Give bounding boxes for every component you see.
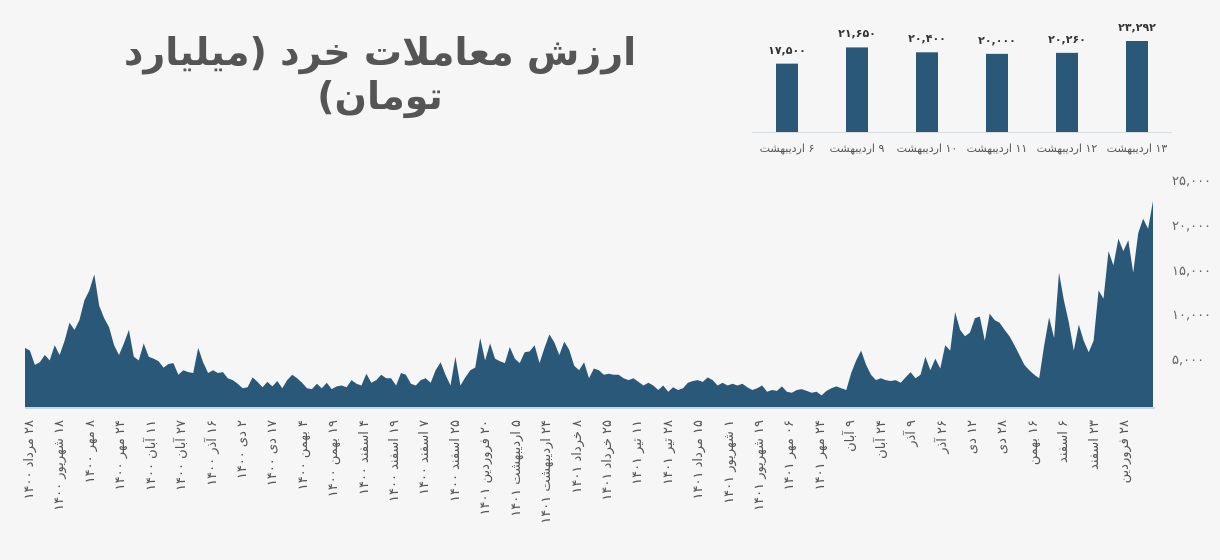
- x-tick-label: ۲۸ فروردین: [1117, 420, 1132, 484]
- x-tick-label: ۲۷ آبان ۱۴۰۰: [174, 420, 190, 491]
- x-tick-label: ۲۸ دی: [995, 420, 1011, 455]
- x-tick-label: ۲۵ اسفند ۱۴۰۰: [447, 420, 463, 502]
- x-tick-label: ۶ اسفند: [1056, 420, 1072, 463]
- bar: [846, 47, 868, 133]
- x-tick-label: ۹ آبان: [843, 420, 859, 452]
- x-tick-label: ۲۴ مهر ۱۴۰۰: [113, 420, 129, 491]
- x-tick-label: ۴ اسفند ۱۴۰۰: [356, 420, 372, 496]
- x-tick-label: ۱۵ مرداد ۱۴۰۱: [691, 420, 707, 500]
- bar-category-label: ۱۱ اردیبهشت: [966, 142, 1028, 155]
- x-tick-label: ۱۶ آذر ۱۴۰۰: [204, 420, 220, 486]
- area-series: [25, 200, 1153, 407]
- bar-category-label: ۱۳ اردیبهشت: [1106, 142, 1168, 155]
- x-tick-label: ۱۹ شهریور ۱۴۰۱: [752, 420, 767, 511]
- bar-value-label: ۲۰,۲۶۰: [1048, 32, 1086, 46]
- bar-category-label: ۱۰ اردیبهشت: [896, 142, 958, 155]
- x-tick-label: ۴ بهمن ۱۴۰۰: [295, 420, 311, 491]
- bar-category-label: ۱۲ اردیبهشت: [1036, 142, 1098, 155]
- x-tick-label: ۲ دی ۱۴۰۰: [234, 420, 250, 480]
- x-tick-label: ۲۵ خرداد ۱۴۰۱: [599, 420, 615, 501]
- chart-title: ارزش معاملات خرد (میلیارد تومان): [123, 30, 637, 118]
- area-chart: [25, 200, 1155, 409]
- bar: [1056, 52, 1078, 133]
- bar-category-label: ۹ اردیبهشت: [829, 142, 885, 155]
- bar: [776, 63, 798, 132]
- bar-value-label: ۱۷,۵۰۰: [768, 43, 806, 57]
- x-tick-label: ۱۱ تیر ۱۴۰۱: [630, 420, 646, 485]
- y-tick-label: ۱۰,۰۰۰: [1172, 308, 1212, 324]
- bar-category-label: ۶ اردیبهشت: [759, 142, 815, 155]
- x-tick-label: ۲۰ فروردین ۱۴۰۱: [478, 420, 494, 516]
- x-tick-label: ۱۸ شهریور ۱۴۰۰: [52, 420, 68, 511]
- x-tick-label: ۸ خرداد ۱۴۰۱: [569, 420, 585, 494]
- x-tick-label: ۲۳ اسفند: [1086, 420, 1102, 470]
- bar: [986, 53, 1008, 132]
- x-tick-label: ۱ شهریور ۱۴۰۱: [721, 420, 737, 504]
- x-tick-label: ۲۴ مهر ۱۴۰۱: [812, 420, 828, 491]
- x-tick-label: ۷ اسفند ۱۴۰۰: [417, 420, 433, 496]
- bar-chart: [752, 41, 1172, 133]
- x-tick-label: ۸ مهر ۱۴۰۰: [82, 420, 98, 484]
- x-tick-label: ۹ آذر: [904, 420, 920, 447]
- y-tick-label: ۲۰,۰۰۰: [1172, 218, 1212, 234]
- x-tick-label: ۵ اردیبهشت ۱۴۰۱: [508, 420, 524, 517]
- y-tick-label: ۲۵,۰۰۰: [1172, 174, 1212, 189]
- x-tick-label: ۱۲ دی: [964, 420, 980, 455]
- x-tick-label: ۲۴ آبان: [873, 420, 889, 459]
- x-tick-label: ۱۱ آبان ۱۴۰۰: [143, 420, 159, 491]
- x-tick-label: ۱۹ بهمن ۱۴۰۰: [326, 420, 342, 498]
- x-tick-label: ۲۸ تیر ۱۴۰۱: [660, 420, 676, 485]
- x-tick-label: ۱۷ دی ۱۴۰۰: [265, 420, 281, 487]
- bar-value-label: ۲۱,۶۵۰: [838, 27, 876, 41]
- bar: [1126, 41, 1148, 132]
- bar-value-label: ۲۰,۰۰۰: [978, 33, 1016, 47]
- y-tick-label: ۵,۰۰۰: [1172, 353, 1205, 369]
- bar-value-label: ۲۰,۴۰۰: [908, 32, 946, 46]
- x-tick-label: ۱۹ اسفند ۱۴۰۰: [387, 420, 402, 502]
- x-tick-label: ۱۶ بهمن: [1025, 420, 1041, 466]
- x-tick-label: ۲۴ اردیبهشت ۱۴۰۱: [539, 420, 555, 524]
- y-tick-label: ۱۵,۰۰۰: [1172, 263, 1212, 279]
- bar-value-label: ۲۳,۲۹۲: [1118, 21, 1156, 34]
- x-tick-label: ۰۶ مهر ۱۴۰۱: [782, 420, 798, 491]
- bar: [916, 52, 938, 133]
- x-tick-label: ۲۸ مرداد ۱۴۰۰: [22, 420, 37, 500]
- x-tick-label: ۲۶ آذر: [934, 420, 950, 454]
